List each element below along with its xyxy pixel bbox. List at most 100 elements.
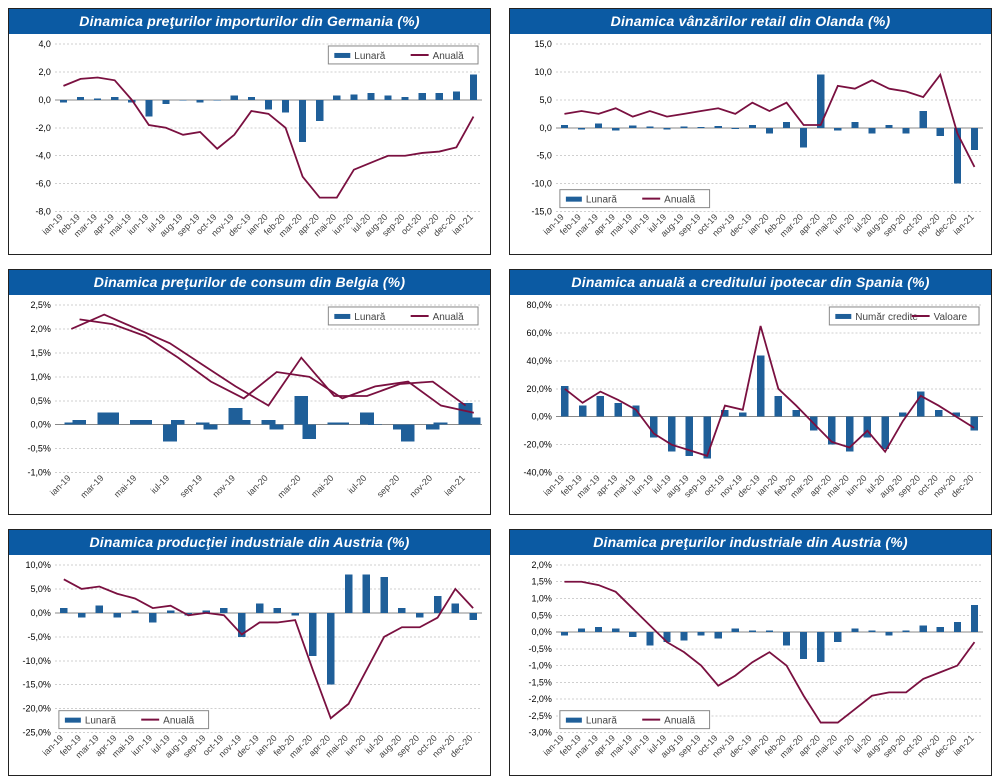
svg-text:-5,0: -5,0 xyxy=(536,151,551,161)
svg-text:mar-19: mar-19 xyxy=(78,472,105,499)
svg-text:0,5%: 0,5% xyxy=(30,395,50,405)
charts-grid: Dinamica preţurilor importurilor din Ger… xyxy=(8,8,992,763)
svg-text:Lunară: Lunară xyxy=(354,51,385,62)
svg-text:Anuală: Anuală xyxy=(433,51,464,62)
svg-text:10,0%: 10,0% xyxy=(25,560,50,570)
svg-text:-0,5%: -0,5% xyxy=(27,443,50,453)
svg-text:1,5%: 1,5% xyxy=(531,577,551,587)
svg-text:1,0%: 1,0% xyxy=(30,371,50,381)
svg-text:-2,5%: -2,5% xyxy=(528,711,551,721)
svg-text:-0,5%: -0,5% xyxy=(528,644,551,654)
svg-text:-25,0%: -25,0% xyxy=(22,728,50,738)
svg-text:mar-20: mar-20 xyxy=(276,472,303,499)
svg-text:Lunară: Lunară xyxy=(586,716,617,727)
svg-text:Lunară: Lunară xyxy=(586,195,617,206)
chart-area: -25,0% -20,0% -15,0% -10,0% -5,0% 0,0% 5,0% 10,… xyxy=(9,555,490,775)
svg-text:10,0: 10,0 xyxy=(534,67,551,77)
svg-text:2,0: 2,0 xyxy=(38,67,50,77)
chart-area: -8,0-6,0-4,0-2,00,02,04,0ian-19feb-19mar… xyxy=(9,34,490,254)
chart-area: -40,0%-20,0%0,0%20,0%40,0%60,0%80,0%ian-… xyxy=(510,295,991,515)
svg-text:-5,0%: -5,0% xyxy=(27,632,50,642)
svg-text:Număr credite: Număr credite xyxy=(855,311,918,322)
svg-text:ian-19: ian-19 xyxy=(48,472,73,497)
panel-title: Dinamica preţurilor importurilor din Ger… xyxy=(9,9,490,34)
svg-text:0,0: 0,0 xyxy=(38,95,50,105)
svg-text:Anuală: Anuală xyxy=(664,195,695,206)
svg-text:mai-19: mai-19 xyxy=(112,472,138,498)
svg-text:-15,0: -15,0 xyxy=(531,207,551,217)
chart-panel-spain_mortgage: Dinamica anuală a creditului ipotecar di… xyxy=(509,269,992,516)
svg-text:15,0: 15,0 xyxy=(534,39,551,49)
svg-text:Lunară: Lunară xyxy=(85,716,116,727)
svg-text:iun-20: iun-20 xyxy=(343,733,368,758)
svg-text:-40,0%: -40,0% xyxy=(523,467,551,477)
svg-text:2,0%: 2,0% xyxy=(30,323,50,333)
svg-text:iul-19: iul-19 xyxy=(149,472,172,495)
chart-panel-netherlands_retail: Dinamica vânzărilor retail din Olanda (%… xyxy=(509,8,992,255)
svg-text:5,0: 5,0 xyxy=(539,95,551,105)
svg-text:-20,0%: -20,0% xyxy=(523,439,551,449)
svg-text:iun-20: iun-20 xyxy=(844,472,869,497)
chart-svg: -8,0-6,0-4,0-2,00,02,04,0ian-19feb-19mar… xyxy=(9,34,490,254)
panel-title: Dinamica preţurilor de consum din Belgia… xyxy=(9,270,490,295)
chart-svg: -15,0-10,0-5,00,05,010,015,0ian-19feb-19… xyxy=(510,34,991,254)
panel-title: Dinamica preţurilor industriale din Aust… xyxy=(510,530,991,555)
svg-text:2,0%: 2,0% xyxy=(531,560,551,570)
chart-svg: -25,0% -20,0% -15,0% -10,0% -5,0% 0,0% 5,0% 10,… xyxy=(9,555,490,775)
svg-text:1,5%: 1,5% xyxy=(30,347,50,357)
svg-text:0,5%: 0,5% xyxy=(531,610,551,620)
svg-text:1,0%: 1,0% xyxy=(531,594,551,604)
svg-text:-8,0: -8,0 xyxy=(35,207,50,217)
panel-title: Dinamica vânzărilor retail din Olanda (%… xyxy=(510,9,991,34)
chart-svg: -1,0% -0,5% 0,0% 0,5% 1,0% 1,5% 2,0% 2,5% ian-19… xyxy=(9,295,490,515)
svg-text:5,0%: 5,0% xyxy=(30,584,50,594)
svg-text:-1,0%: -1,0% xyxy=(27,467,50,477)
svg-text:-3,0%: -3,0% xyxy=(528,728,551,738)
svg-text:iun-19: iun-19 xyxy=(129,733,154,758)
svg-text:-1,0%: -1,0% xyxy=(528,661,551,671)
chart-panel-belgium_cpi: Dinamica preţurilor de consum din Belgia… xyxy=(8,269,491,516)
chart-svg: -40,0%-20,0%0,0%20,0%40,0%60,0%80,0%ian-… xyxy=(510,295,991,515)
panel-title: Dinamica producţiei industriale din Aust… xyxy=(9,530,490,555)
svg-text:-4,0: -4,0 xyxy=(35,151,50,161)
svg-text:40,0%: 40,0% xyxy=(526,355,551,365)
svg-text:ian-20: ian-20 xyxy=(245,472,270,497)
svg-text:Anuală: Anuală xyxy=(664,716,695,727)
chart-panel-austria_ip: Dinamica producţiei industriale din Aust… xyxy=(8,529,491,776)
svg-text:0,0%: 0,0% xyxy=(531,627,551,637)
svg-text:mai-20: mai-20 xyxy=(309,472,335,498)
svg-text:-20,0%: -20,0% xyxy=(22,704,50,714)
svg-text:0,0%: 0,0% xyxy=(30,608,50,618)
panel-title: Dinamica anuală a creditului ipotecar di… xyxy=(510,270,991,295)
svg-text:sep-19: sep-19 xyxy=(178,472,204,498)
chart-area: -15,0-10,0-5,00,05,010,015,0ian-19feb-19… xyxy=(510,34,991,254)
svg-text:2,5%: 2,5% xyxy=(30,300,50,310)
svg-text:20,0%: 20,0% xyxy=(526,383,551,393)
svg-text:60,0%: 60,0% xyxy=(526,327,551,337)
svg-text:-10,0: -10,0 xyxy=(531,179,551,189)
svg-text:0,0%: 0,0% xyxy=(30,419,50,429)
svg-text:-2,0: -2,0 xyxy=(35,123,50,133)
svg-text:Anuală: Anuală xyxy=(433,311,464,322)
svg-text:-1,5%: -1,5% xyxy=(528,677,551,687)
svg-text:nov-19: nov-19 xyxy=(211,472,237,498)
svg-text:4,0: 4,0 xyxy=(38,39,50,49)
chart-area: -1,0% -0,5% 0,0% 0,5% 1,0% 1,5% 2,0% 2,5% ian-19… xyxy=(9,295,490,515)
svg-text:sep-20: sep-20 xyxy=(375,472,401,498)
chart-svg: -3,0% -2,5% -2,0% -1,5% -1,0% -0,5% 0,0% 0,5% 1,… xyxy=(510,555,991,775)
svg-text:-6,0: -6,0 xyxy=(35,179,50,189)
svg-text:Anuală: Anuală xyxy=(163,716,194,727)
svg-text:iun-19: iun-19 xyxy=(630,472,655,497)
svg-text:nov-20: nov-20 xyxy=(408,472,434,498)
chart-panel-austria_ppi: Dinamica preţurilor industriale din Aust… xyxy=(509,529,992,776)
svg-text:-15,0%: -15,0% xyxy=(22,680,50,690)
chart-area: -3,0% -2,5% -2,0% -1,5% -1,0% -0,5% 0,0% 0,5% 1,… xyxy=(510,555,991,775)
svg-text:-2,0%: -2,0% xyxy=(528,694,551,704)
chart-panel-germany_imports: Dinamica preţurilor importurilor din Ger… xyxy=(8,8,491,255)
svg-text:0,0: 0,0 xyxy=(539,123,551,133)
svg-text:80,0%: 80,0% xyxy=(526,300,551,310)
svg-text:-10,0%: -10,0% xyxy=(22,656,50,666)
svg-text:iul-20: iul-20 xyxy=(346,472,369,495)
svg-text:Lunară: Lunară xyxy=(354,311,385,322)
svg-text:0,0%: 0,0% xyxy=(531,411,551,421)
